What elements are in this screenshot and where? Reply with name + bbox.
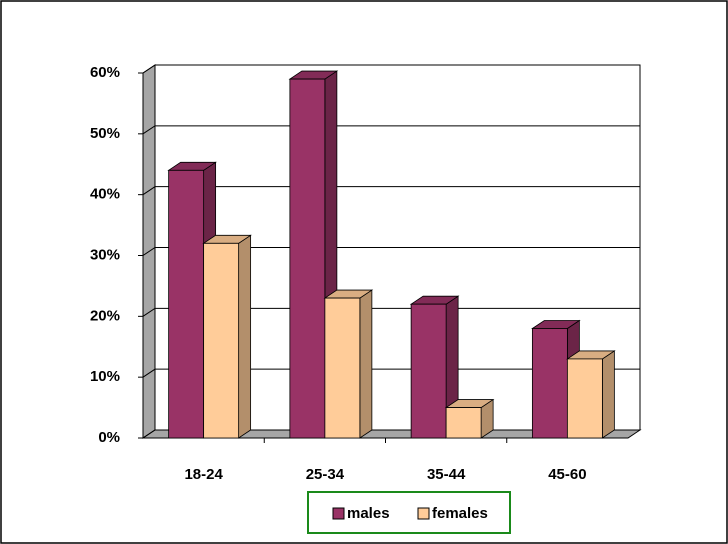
x-tick-label: 35-44: [427, 466, 466, 483]
y-tick-label: 20%: [90, 307, 120, 324]
y-tick-label: 0%: [98, 429, 120, 446]
y-tick-label: 10%: [90, 368, 120, 385]
grid-line: [142, 186, 640, 196]
grid-line: [142, 307, 640, 317]
y-tick-label: 50%: [90, 125, 120, 142]
bar: [324, 297, 361, 439]
bar: [531, 328, 568, 439]
x-tick-label: 18-24: [184, 466, 223, 483]
bar: [168, 169, 205, 439]
grid-line: [142, 368, 640, 378]
grid-line: [142, 125, 640, 135]
bar: [203, 242, 240, 439]
bar: [445, 407, 482, 439]
legend-swatch: [332, 507, 345, 520]
bar: [410, 303, 447, 439]
bar-side: [359, 289, 373, 439]
bar: [289, 78, 326, 439]
x-tick-label: 25-34: [306, 466, 345, 483]
y-tick-label: 40%: [90, 186, 120, 203]
y-tick-label: 30%: [90, 246, 120, 263]
grid-line: [142, 64, 640, 74]
x-tick-label: 45-60: [548, 466, 586, 483]
y-tick-label: 60%: [90, 64, 120, 81]
bar-side: [238, 234, 252, 439]
bar-side: [601, 350, 615, 439]
grid-line: [142, 247, 640, 256]
bar: [566, 358, 603, 439]
legend-label: females: [432, 505, 488, 522]
legend-swatch: [417, 507, 430, 520]
legend-label: males: [347, 505, 390, 522]
